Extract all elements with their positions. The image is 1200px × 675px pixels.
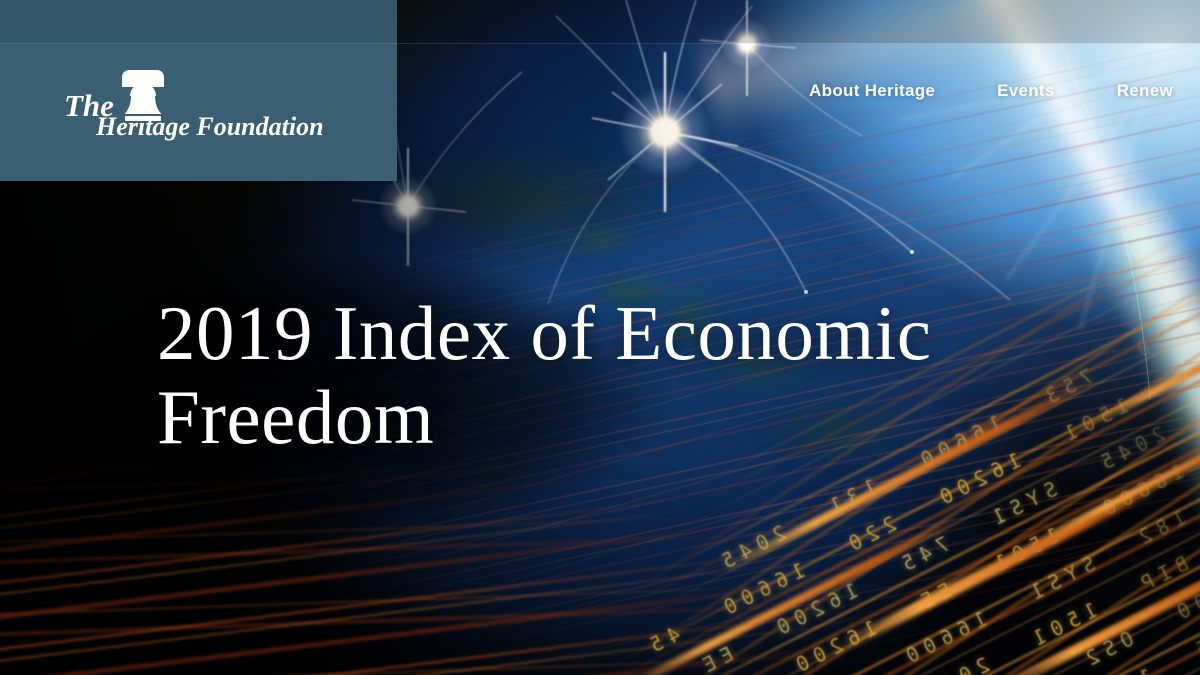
heritage-foundation-logo[interactable]: The Heritage Foundation [0, 0, 397, 181]
top-navigation: About Heritage Events Renew [809, 81, 1173, 101]
page-title-line1: 2019 Index of Economic [157, 290, 932, 376]
page-title: 2019 Index of Economic Freedom [157, 291, 931, 459]
logo-text-name: Heritage Foundation [96, 112, 324, 141]
page-title-line2: Freedom [157, 374, 435, 460]
scanline [0, 43, 1200, 44]
logo-text-the: The [64, 88, 114, 123]
nav-events[interactable]: Events [997, 81, 1055, 100]
nav-about-heritage[interactable]: About Heritage [809, 81, 936, 100]
nav-renew[interactable]: Renew [1116, 81, 1173, 100]
liberty-bell-icon [122, 70, 164, 121]
